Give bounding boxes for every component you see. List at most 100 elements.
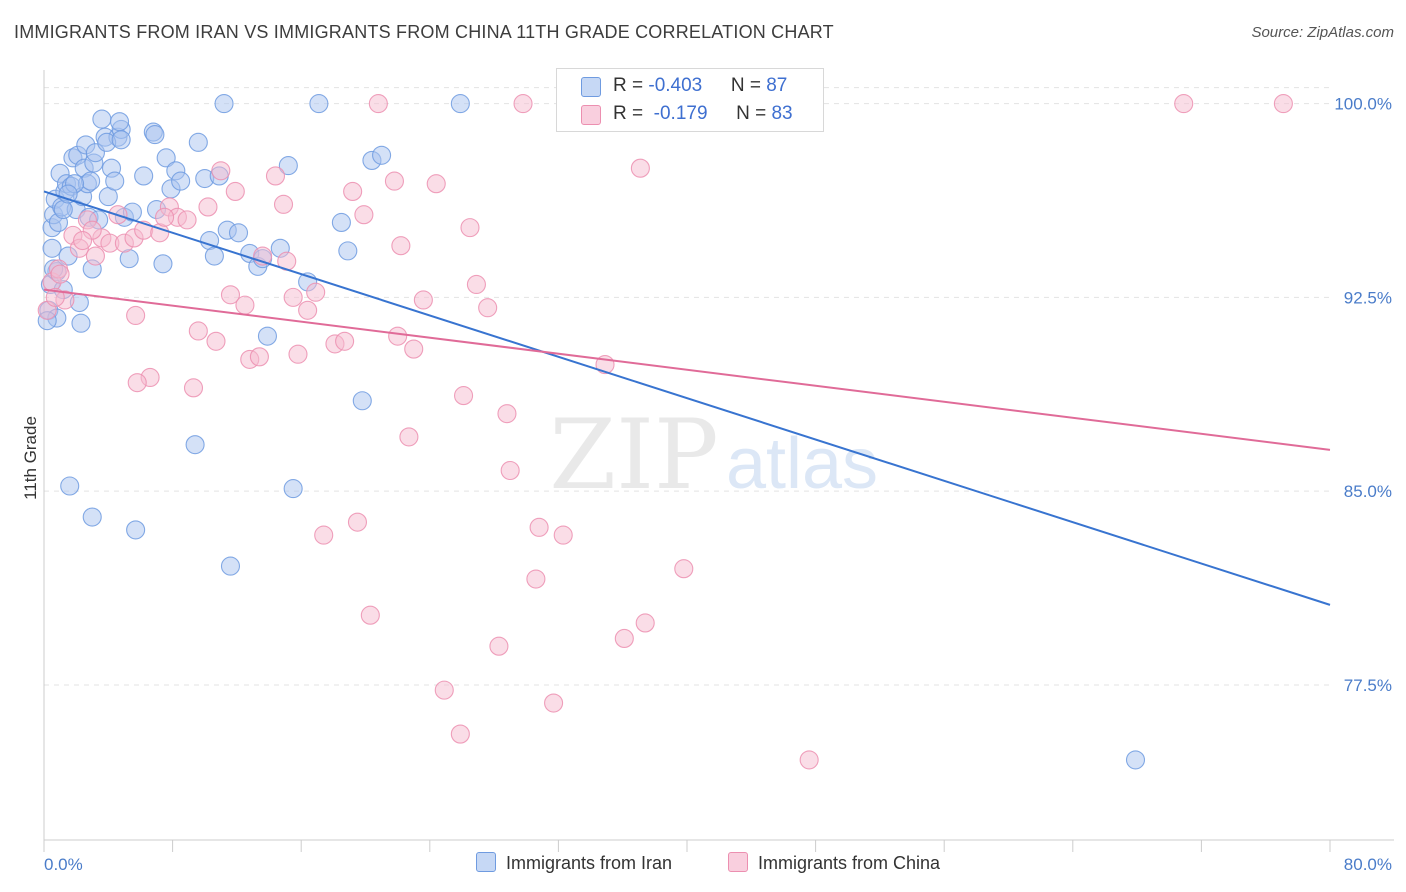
iran-point-73 <box>283 479 303 499</box>
china-point-19 <box>177 210 197 230</box>
iran-point-42 <box>153 254 173 274</box>
china-point-34 <box>283 287 303 307</box>
x-tick-label-1: 80.0% <box>1344 855 1392 874</box>
china-n-value: 83 <box>771 103 793 124</box>
china-point-79 <box>50 264 70 284</box>
china-point-80 <box>73 230 93 251</box>
china-point-22 <box>198 197 218 217</box>
iran-point-52 <box>214 94 234 114</box>
china-point-70 <box>630 158 650 178</box>
legend-china-label: Immigrants from China <box>758 853 941 873</box>
iran-point-50 <box>204 246 224 266</box>
iran-swatch <box>581 77 601 97</box>
iran-point-76 <box>110 112 130 132</box>
china-point-78 <box>155 207 175 227</box>
china-point-31 <box>265 166 286 186</box>
china-point-75 <box>1174 94 1194 114</box>
legend-china-swatch <box>728 852 748 872</box>
china-point-24 <box>211 161 231 181</box>
china-point-76 <box>1273 94 1293 114</box>
china-point-50 <box>404 339 424 359</box>
iran-r-value: -0.403 <box>648 75 703 96</box>
iran-point-64 <box>338 241 358 261</box>
china-points <box>37 94 1293 770</box>
iran-point-2 <box>42 238 62 258</box>
legend-item-china[interactable]: Immigrants from China <box>728 852 940 874</box>
china-point-21 <box>188 321 208 341</box>
china-point-59 <box>489 636 509 656</box>
china-point-42 <box>347 512 368 532</box>
trend-lines <box>43 190 1331 606</box>
iran-point-60 <box>278 156 298 176</box>
y-axis-label: 11th Grade <box>21 416 40 500</box>
stats-legend: R = -0.403 N = 87 R = -0.179 N = 83 <box>556 68 824 132</box>
china-point-58 <box>478 298 498 318</box>
china-r-label: R = <box>613 103 649 124</box>
iran-point-70 <box>126 520 146 540</box>
china-point-64 <box>529 517 549 537</box>
china-point-65 <box>544 693 564 713</box>
china-point-62 <box>513 94 533 114</box>
legend-iran-label: Immigrants from Iran <box>506 853 673 873</box>
iran-point-67 <box>372 145 392 165</box>
china-point-49 <box>399 427 419 447</box>
china-r-value: -0.179 <box>648 103 708 124</box>
iran-n-value: 87 <box>766 75 788 96</box>
china-point-46 <box>384 171 404 191</box>
watermark-zip: ZIP <box>549 399 718 511</box>
china-point-51 <box>413 290 433 310</box>
iran-point-68 <box>60 476 80 496</box>
china-point-66 <box>553 525 573 545</box>
china-point-82 <box>45 287 65 307</box>
china-point-40 <box>335 331 355 351</box>
iran-point-84 <box>111 130 131 150</box>
iran-point-63 <box>331 212 351 232</box>
china-point-41 <box>343 181 363 201</box>
china-point-26 <box>225 181 245 201</box>
china-point-25 <box>220 285 241 305</box>
china-point-74 <box>799 750 819 770</box>
china-point-43 <box>354 205 374 225</box>
china-trend-line <box>43 288 1331 451</box>
y-tick-label-0: 100.0% <box>1334 95 1392 114</box>
china-point-69 <box>614 628 634 649</box>
china-point-35 <box>288 344 308 364</box>
china-point-61 <box>500 460 520 481</box>
chart-title: IMMIGRANTS FROM IRAN VS IMMIGRANTS FROM … <box>14 22 834 42</box>
iran-point-39 <box>134 166 154 186</box>
iran-point-75 <box>145 125 165 145</box>
china-point-37 <box>306 282 326 302</box>
china-point-63 <box>526 569 546 589</box>
china-point-29 <box>249 347 269 367</box>
china-point-60 <box>497 404 517 424</box>
china-swatch <box>581 105 601 125</box>
legend-iran-swatch <box>476 852 496 872</box>
iran-point-69 <box>82 507 102 527</box>
iran-point-47 <box>188 132 208 152</box>
china-point-7 <box>85 246 105 266</box>
iran-trend-line <box>43 190 1331 606</box>
china-point-52 <box>426 174 446 194</box>
china-point-45 <box>368 94 388 114</box>
watermark-atlas: atlas <box>726 424 878 504</box>
legend-item-iran[interactable]: Immigrants from Iran <box>476 852 672 874</box>
china-point-36 <box>298 300 318 320</box>
china-point-44 <box>360 605 380 625</box>
china-point-73 <box>674 559 694 579</box>
tick-labels: 100.0% 92.5% 85.0% 77.5% 0.0% 80.0% <box>44 95 1392 874</box>
y-tick-label-3: 77.5% <box>1344 676 1392 695</box>
y-tick-label-2: 85.0% <box>1344 482 1392 501</box>
source-label: Source: ZipAtlas.com <box>1251 24 1394 41</box>
iran-point-85 <box>1125 750 1146 770</box>
iran-r-label: R = <box>613 75 649 96</box>
iran-point-65 <box>352 391 372 411</box>
china-point-20 <box>183 378 204 398</box>
iran-point-78 <box>81 171 101 191</box>
china-point-38 <box>314 525 334 545</box>
iran-n-label: N = <box>730 75 767 96</box>
china-point-81 <box>127 373 147 393</box>
iran-point-74 <box>450 94 470 114</box>
watermark: ZIP atlas <box>549 399 878 511</box>
iran-point-29 <box>92 109 112 129</box>
